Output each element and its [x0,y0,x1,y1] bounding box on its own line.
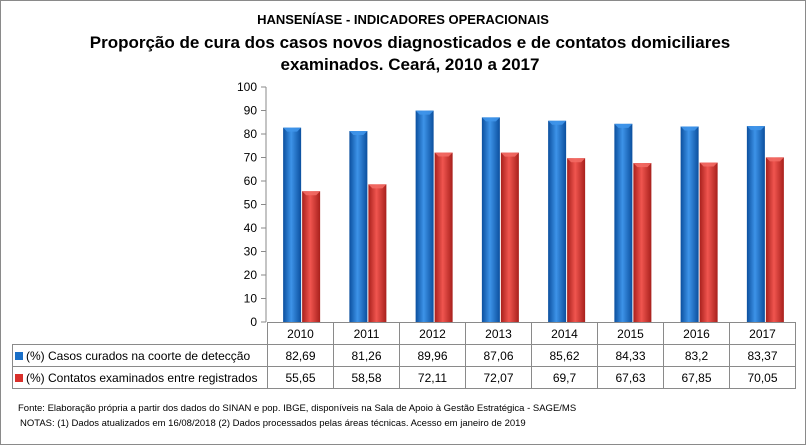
bar-casos-2012 [415,110,434,323]
bar-top-bevel [368,184,387,189]
x-tick-label: 2017 [729,322,796,345]
x-tick-label: 2015 [597,322,664,345]
y-tick-label: 0 [250,315,257,329]
data-label: 83,2 [663,344,730,367]
data-table: 2010 2011 2012 2013 2014 2015 2016 2017 (%) Cas… [12,322,796,389]
y-tick-label: 20 [244,268,258,282]
bar-top-bevel [548,120,567,125]
notes: NOTAS: (1) Dados atualizados em 16/08/20… [20,418,526,429]
x-tick-label: 2013 [465,322,532,345]
bar-casos-2016 [680,126,699,322]
table-corner [13,323,268,345]
y-tick-label: 70 [244,151,258,165]
x-tick-label: 2011 [333,322,400,345]
data-label: 58,58 [333,366,400,389]
data-label: 72,11 [399,366,466,389]
bar-casos-2017 [746,126,765,322]
bar-contatos-2014 [567,158,586,322]
legend-label: (%) Contatos examinados entre registrado… [26,370,258,385]
bar-top-bevel [699,162,718,167]
data-label: 67,63 [597,366,664,389]
data-label: 84,33 [597,344,664,367]
bar-top-bevel [633,163,652,168]
x-tick-label: 2012 [399,322,466,345]
data-label: 82,69 [267,344,334,367]
y-tick-label: 40 [244,221,258,235]
bar-contatos-2017 [765,157,784,322]
data-label: 55,65 [267,366,334,389]
data-label: 67,85 [663,366,730,389]
legend-entry-series-1: (%) Casos curados na coorte de detecção [12,344,268,367]
y-tick-label: 10 [244,292,258,306]
bar-top-bevel [765,157,784,162]
x-tick-label: 2014 [531,322,598,345]
bar-top-bevel [746,126,765,131]
table-row: (%) Contatos examinados entre registrado… [12,366,796,389]
data-label: 87,06 [465,344,532,367]
bar-contatos-2012 [434,152,453,322]
data-label: 69,7 [531,366,598,389]
chart-title: HANSENÍASE - INDICADORES OPERACIONAIS [257,12,549,27]
table-row: (%) Casos curados na coorte de detecção … [12,344,796,367]
y-tick-label: 100 [237,80,257,94]
bar-top-bevel [481,117,500,122]
bar-casos-2011 [349,131,368,322]
data-label: 72,07 [465,366,532,389]
data-label: 81,26 [333,344,400,367]
bar-top-bevel [500,152,519,157]
bar-contatos-2011 [368,184,387,322]
bar-casos-2010 [283,127,302,322]
bar-top-bevel [614,123,633,128]
bar-top-bevel [680,126,699,131]
chart-subtitle: Proporção de cura dos casos novos diagno… [89,33,731,74]
bar-casos-2014 [548,120,567,322]
bar-contatos-2010 [302,191,321,322]
bar-top-bevel [349,131,368,136]
y-tick-label: 60 [244,174,258,188]
y-tick-label: 80 [244,127,258,141]
x-tick-label: 2010 [267,322,334,345]
legend-swatch-blue [15,352,23,361]
bar-casos-2015 [614,123,633,323]
bar-contatos-2015 [633,163,652,322]
y-tick-label: 50 [244,198,258,212]
bar-top-bevel [415,110,434,115]
y-tick-label: 30 [244,245,258,259]
bar-contatos-2013 [500,152,519,322]
bar-casos-2013 [481,117,500,322]
data-label: 89,96 [399,344,466,367]
source-note: Fonte: Elaboração própria a partir dos d… [18,403,577,414]
bar-top-bevel [283,127,302,132]
table-header-row: 2010 2011 2012 2013 2014 2015 2016 2017 [13,322,796,345]
data-label: 85,62 [531,344,598,367]
x-tick-label: 2016 [663,322,730,345]
legend-swatch-red [15,374,23,383]
legend-entry-series-2: (%) Contatos examinados entre registrado… [12,366,268,389]
legend-label: (%) Casos curados na coorte de detecção [26,348,251,363]
bar-top-bevel [302,191,321,196]
bar-contatos-2016 [699,162,718,322]
bar-top-bevel [567,158,586,163]
y-tick-label: 90 [244,104,258,118]
bar-top-bevel [434,152,453,157]
data-label: 70,05 [729,366,796,389]
data-label: 83,37 [729,344,796,367]
